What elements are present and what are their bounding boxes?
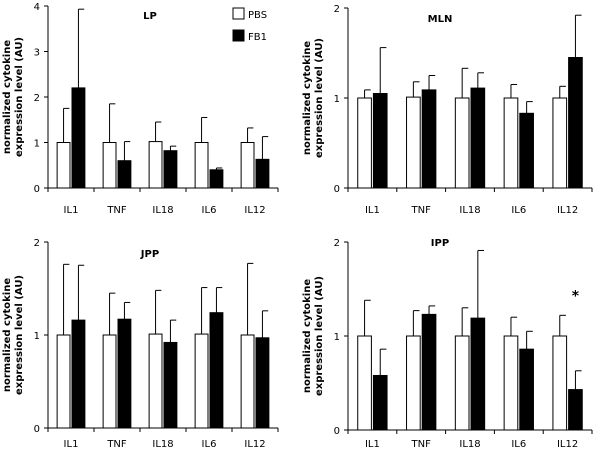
panel-ipp-bar-fb1-il18 <box>470 317 486 431</box>
panel-jpp-y-tick-label: 0 <box>34 424 40 435</box>
panel-ipp-y-axis-label-line2: expression level (AU) <box>314 276 325 396</box>
panel-jpp-bar-fb1-il12 <box>255 337 270 429</box>
panel-mln-y-axis-label: normalized cytokineexpression level (AU) <box>302 38 325 158</box>
panel-jpp-y-axis-label-line2: expression level (AU) <box>14 275 25 395</box>
panel-jpp-bar-fb1-tnf <box>117 318 132 429</box>
panel-lp-bar-pbs-il18 <box>148 141 163 189</box>
panel-lp-y-axis-label-line1: normalized cytokine <box>2 40 13 154</box>
panel-mln-y-tick-label: 0 <box>334 184 340 195</box>
panel-ipp-category-label: IL18 <box>459 439 480 450</box>
panel-jpp-category-label: IL18 <box>152 439 173 450</box>
panel-lp-y-tick-label: 0 <box>34 184 40 195</box>
panel-ipp-bar-pbs-il12 <box>552 335 568 431</box>
panel-lp-y-tick-label: 2 <box>34 93 40 104</box>
panel-ipp-bar-fb1-il1 <box>372 374 388 431</box>
panel-lp-y-tick-label: 4 <box>34 2 40 13</box>
panel-lp-y-tick-label: 3 <box>34 48 40 59</box>
panel-mln-y-axis-label-line2: expression level (AU) <box>314 38 325 158</box>
legend-swatch-pbs <box>232 7 245 20</box>
panel-lp-y-axis-label: normalized cytokineexpression level (AU) <box>2 37 25 157</box>
panel-lp-bar-fb1-il6 <box>209 169 224 189</box>
panel-lp-bar-fb1-il1 <box>71 87 86 189</box>
panel-ipp-bar-pbs-il6 <box>503 335 519 431</box>
panel-mln-bar-pbs-il18 <box>454 97 470 189</box>
panel-ipp-bar-fb1-il12 <box>568 389 583 431</box>
panel-ipp-bar-fb1-tnf <box>421 313 437 431</box>
panel-jpp-bar-pbs-il1 <box>56 334 71 429</box>
panel-mln-category-label: IL18 <box>459 205 480 216</box>
panel-ipp-category-label: IL6 <box>511 439 526 450</box>
panel-ipp-title: IPP <box>431 238 449 249</box>
panel-lp-bar-pbs-tnf <box>102 142 117 189</box>
panel-jpp-category-label: IL6 <box>202 439 217 450</box>
panel-jpp-category-label: TNF <box>106 439 127 450</box>
panel-mln-y-tick-label: 1 <box>334 94 340 105</box>
panel-jpp-y-axis-label-line1: normalized cytokine <box>2 278 13 392</box>
panel-ipp-category-label: TNF <box>411 439 432 450</box>
legend-swatch-fb1 <box>232 29 245 42</box>
panel-jpp-y-tick-label: 1 <box>34 331 40 342</box>
panel-lp-category-label: IL1 <box>64 205 79 216</box>
panel-jpp-title: JPP <box>140 249 159 260</box>
panel-mln-bar-pbs-tnf <box>406 96 421 189</box>
panel-jpp-category-label: IL12 <box>244 439 265 450</box>
panel-lp-y-axis-label-line2: expression level (AU) <box>14 37 25 157</box>
panel-lp-category-label: IL12 <box>244 205 265 216</box>
panel-ipp-y-axis-label-line1: normalized cytokine <box>302 279 313 393</box>
panel-lp-bar-fb1-tnf <box>117 160 132 189</box>
panel-mln-bar-fb1-il1 <box>372 93 388 189</box>
panel-lp-bar-fb1-il18 <box>163 150 178 189</box>
panel-lp-category-label: TNF <box>106 205 127 216</box>
panel-jpp-category-label: IL1 <box>64 439 79 450</box>
panel-jpp-bar-fb1-il6 <box>209 312 224 429</box>
legend-label-pbs: PBS <box>248 10 267 21</box>
panel-mln-category-label: TNF <box>411 205 432 216</box>
panel-ipp-bar-pbs-tnf <box>406 335 421 431</box>
panel-mln-bar-fb1-il12 <box>568 57 583 189</box>
panel-mln-category-label: IL1 <box>365 205 380 216</box>
panel-ipp-y-tick-label: 0 <box>334 426 340 437</box>
panel-lp-bar-pbs-il1 <box>56 142 71 189</box>
panel-ipp-bar-fb1-il6 <box>519 348 534 431</box>
panel-jpp-bar-pbs-tnf <box>102 334 117 429</box>
panel-mln-bar-pbs-il1 <box>357 97 372 189</box>
panel-jpp-y-axis-label: normalized cytokineexpression level (AU) <box>2 275 25 395</box>
panel-ipp-category-label: IL12 <box>557 439 578 450</box>
panel-jpp-bar-pbs-il18 <box>148 333 163 429</box>
panel-mln-y-axis-label-line1: normalized cytokine <box>302 41 313 155</box>
legend-label-fb1: FB1 <box>248 32 267 43</box>
panel-mln-category-label: IL12 <box>557 205 578 216</box>
panel-jpp-bar-fb1-il1 <box>71 319 86 429</box>
panel-ipp-y-tick-label: 2 <box>334 238 340 249</box>
panel-lp-bar-pbs-il6 <box>194 142 209 189</box>
panel-lp-title: LP <box>143 11 157 22</box>
panel-ipp-category-label: IL1 <box>365 439 380 450</box>
panel-jpp-bar-pbs-il12 <box>240 334 255 429</box>
panel-mln-title: MLN <box>428 14 453 25</box>
panel-ipp-significance-marker: * <box>572 288 580 304</box>
panel-mln-y-tick-label: 2 <box>334 4 340 15</box>
panel-mln-category-label: IL6 <box>511 205 526 216</box>
panel-lp-category-label: IL18 <box>152 205 173 216</box>
panel-mln-bar-fb1-il18 <box>470 87 486 189</box>
panel-jpp-bar-fb1-il18 <box>163 341 178 429</box>
panel-mln-bar-pbs-il6 <box>503 97 519 189</box>
panel-lp-bar-pbs-il12 <box>240 142 255 189</box>
panel-jpp-y-tick-label: 2 <box>34 238 40 249</box>
panel-ipp-y-tick-label: 1 <box>334 332 340 343</box>
panel-lp-y-tick-label: 1 <box>34 139 40 150</box>
panel-mln-bar-fb1-tnf <box>421 89 437 189</box>
panel-ipp-y-axis-label: normalized cytokineexpression level (AU) <box>302 276 325 396</box>
panel-lp-bar-fb1-il12 <box>255 158 270 189</box>
panel-ipp-bar-pbs-il18 <box>454 335 470 431</box>
panel-lp-category-label: IL6 <box>202 205 217 216</box>
panel-mln-bar-pbs-il12 <box>552 97 568 189</box>
panel-mln-bar-fb1-il6 <box>519 112 534 189</box>
panel-ipp-bar-pbs-il1 <box>357 335 372 431</box>
panel-jpp-bar-pbs-il6 <box>194 333 209 429</box>
